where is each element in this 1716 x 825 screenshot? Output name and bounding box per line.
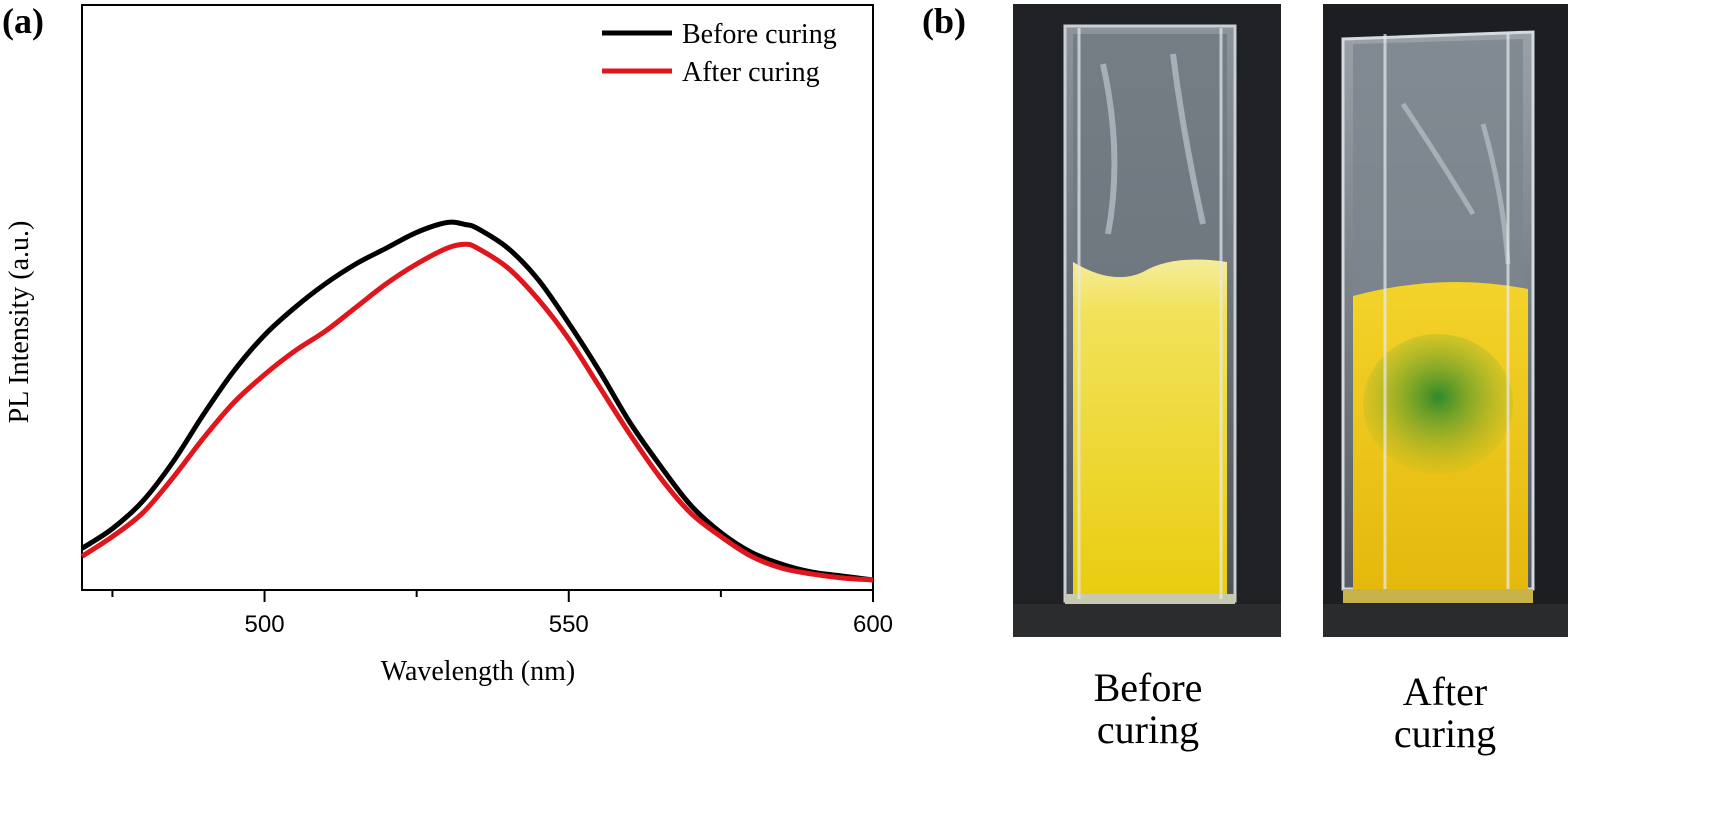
- panel-b-label: (b): [922, 1, 966, 41]
- cuvette-before-image: [1013, 4, 1281, 637]
- pl-spectrum-chart: 500 550 600 Wavelength (nm) PL Intensity (…: [4, 4, 893, 687]
- caption-before-line1: Before: [1093, 665, 1203, 710]
- caption-after-curing: After curing: [1355, 671, 1535, 755]
- series-line-before-curing: [80, 219, 874, 583]
- y-axis-label: PL Intensity (a.u.): [4, 221, 35, 424]
- caption-after-line2: curing: [1393, 711, 1497, 756]
- caption-before-line2: curing: [1096, 707, 1200, 752]
- series-line-after-curing: [80, 241, 874, 583]
- cuvette-after-image: [1323, 4, 1568, 637]
- caption-after-line1: After: [1402, 669, 1488, 714]
- legend-label-after-curing: After curing: [682, 57, 820, 88]
- caption-before-curing: Before curing: [1058, 667, 1238, 751]
- x-tick-label: 550: [549, 611, 589, 638]
- x-tick-label: 500: [245, 611, 285, 638]
- photo-before-curing: [1013, 4, 1281, 637]
- legend: Before curing After curing: [602, 19, 837, 88]
- x-tick-label: 600: [853, 611, 893, 638]
- photo-after-curing: [1323, 4, 1568, 637]
- legend-label-before-curing: Before curing: [682, 19, 837, 50]
- x-axis-label: Wavelength (nm): [381, 656, 575, 687]
- panel-a-label: (a): [2, 1, 44, 41]
- plot-area-frame: [81, 4, 874, 591]
